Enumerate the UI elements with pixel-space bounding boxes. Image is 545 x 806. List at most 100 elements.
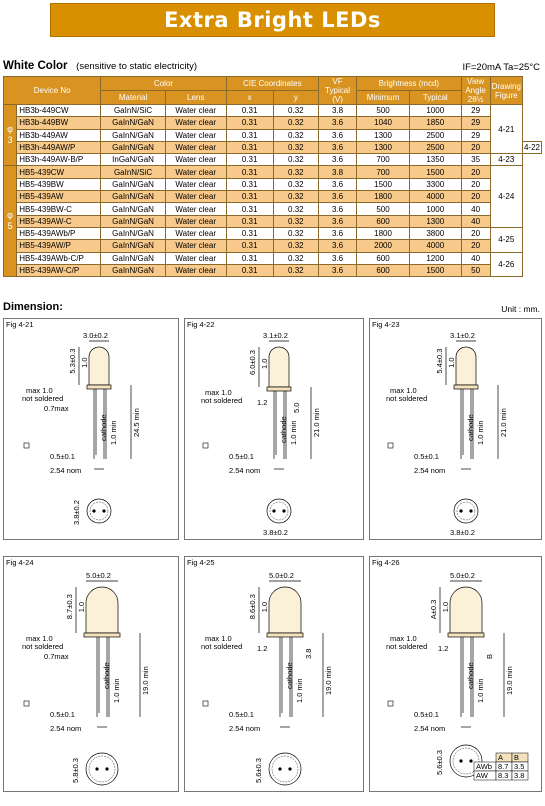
cell-y: 0.32 <box>272 239 319 253</box>
cell-material: GaInN/GaN <box>100 190 166 204</box>
cell-y: 0.32 <box>272 103 319 118</box>
cell-min: 1500 <box>356 177 410 192</box>
header-lens: Lens <box>164 90 227 105</box>
cell-x: 0.31 <box>225 116 274 130</box>
cell-y: 0.32 <box>272 190 319 204</box>
square-lead-icon <box>202 700 209 707</box>
header-view-angle: View Angle 2θ½ <box>460 76 491 105</box>
cell-y: 0.32 <box>272 140 319 155</box>
cell-typ: 2500 <box>408 140 462 155</box>
cell-material: GaInN/GaN <box>100 226 166 241</box>
cell-angle: 20 <box>460 165 491 179</box>
cell-angle: 40 <box>460 202 491 216</box>
lead-min-dim: 1.0 min <box>476 420 485 445</box>
diameter-dim: 3.0±0.2 <box>83 331 108 340</box>
cell-vf: 3.6 <box>317 214 358 228</box>
max-label: max 1.0 <box>26 634 53 643</box>
cell-x: 0.31 <box>225 239 274 253</box>
cell-x: 0.31 <box>225 214 274 228</box>
cell-material: GaInN/GaN <box>100 251 166 265</box>
cell-vf: 3.6 <box>317 128 358 142</box>
pitch-dim: 2.54 nom <box>229 466 260 475</box>
lead-min-dim: 1.0 min <box>289 420 298 445</box>
section-subtitle: (sensitive to static electricity) <box>76 61 198 72</box>
cell-lens: Water clear <box>164 177 227 192</box>
cell-typ: 1300 <box>408 214 462 228</box>
cell-angle: 29 <box>460 103 491 118</box>
base-view-circle <box>453 498 479 524</box>
cell-material: GaInN/GaN <box>100 263 166 278</box>
base-diameter-dim: 3.8±0.2 <box>450 528 475 537</box>
cell-device: HB5-439AW-C <box>16 214 102 228</box>
led-flange <box>447 632 485 638</box>
flange-dim: 1.0 <box>447 357 456 367</box>
page-title: Extra Bright LEDs <box>164 8 381 32</box>
height-dim: 5.3±0.3 <box>68 349 77 374</box>
ab-cell: 3.5 <box>514 762 524 771</box>
size-group-label: φ 5 <box>2 165 18 278</box>
cell-vf: 3.6 <box>317 177 358 192</box>
cell-device: HB5-439BW-C <box>16 202 102 216</box>
max-label: max 1.0 <box>390 386 417 395</box>
not-soldered-label: not soldered <box>201 396 242 405</box>
cell-material: GaInN/GaN <box>100 128 166 142</box>
lead-section-dim: 0.5±0.1 <box>229 710 254 719</box>
cell-material: GaInN/GaN <box>100 214 166 228</box>
ab-cell: AWb <box>476 762 492 771</box>
height-dim: 8.6±0.3 <box>248 594 257 619</box>
base-view-circle <box>85 752 119 786</box>
cell-typ: 1000 <box>408 103 462 118</box>
cell-y: 0.32 <box>272 263 319 278</box>
header-brightness: Brightness (mcd) <box>356 76 462 91</box>
table-row: φ 5 HB5-439CW GaInN/SiC Water clear 0.31 0.32… <box>2 165 542 278</box>
cell-y: 0.32 <box>272 165 319 179</box>
not-soldered-label: not soldered <box>22 394 63 403</box>
cell-typ: 4000 <box>408 239 462 253</box>
cell-vf: 3.6 <box>317 263 358 278</box>
base-view-circle <box>268 752 302 786</box>
cell-angle: 20 <box>460 239 491 253</box>
height-dim: 6.0±0.3 <box>248 350 257 375</box>
ab-cell: 8.7 <box>498 762 508 771</box>
figure-label: Fig 4-24 <box>6 558 34 567</box>
cathode-label: cathode <box>466 662 475 689</box>
table-row: HB5-439AWb/P GaInN/GaN Water clear 0.31 0.32… <box>4 226 542 253</box>
cell-device: HB3h-449AW/P <box>16 140 102 155</box>
cell-angle: 50 <box>460 263 491 278</box>
figure-label: Fig 4-25 <box>187 558 215 567</box>
cell-material: GaInN/SiC <box>100 165 166 179</box>
ab-cell: 3.8 <box>514 771 524 780</box>
cell-material: GaInN/GaN <box>100 239 166 253</box>
cell-x: 0.31 <box>225 128 274 142</box>
cell-x: 0.31 <box>225 140 274 155</box>
figure-4-23: 3.1±0.2 5.4±0.3 1.0 max 1.0 not soldered cath… <box>369 318 542 540</box>
table-row: HB5-439AWb-C/P GaInN/GaN Water clear 0.31 0.… <box>4 251 542 278</box>
cell-typ: 1000 <box>408 202 462 216</box>
cell-angle: 35 <box>460 153 491 167</box>
diameter-dim: 5.0±0.2 <box>86 571 111 580</box>
header-material: Material <box>100 90 166 105</box>
gap-dim: 1.2 <box>438 644 448 653</box>
pitch-dim: 2.54 nom <box>414 466 445 475</box>
cathode-label: cathode <box>99 414 108 441</box>
cell-typ: 1500 <box>408 263 462 278</box>
table-row: HB5-439AW GaInN/GaN Water clear 0.31 0.32 3.6… <box>4 190 542 204</box>
max-label: max 1.0 <box>205 634 232 643</box>
dimension-title: Dimension: <box>3 301 63 313</box>
flange-dim: 1.0 <box>260 602 269 612</box>
figure-label: Fig 4-23 <box>372 320 400 329</box>
cell-lens: Water clear <box>164 263 227 278</box>
header-minimum: Minimum <box>356 90 410 105</box>
unit-label: Unit : mm. <box>501 304 540 314</box>
cell-drawing-figure: 4-26 <box>489 251 523 278</box>
cell-typ: 1850 <box>408 116 462 130</box>
led-body <box>455 346 477 386</box>
cell-vf: 3.6 <box>317 140 358 155</box>
cell-drawing-figure: 4-21 <box>489 103 523 155</box>
cell-device: HB3b-449CW <box>16 103 102 118</box>
header-vf: VF Typical (V) <box>317 76 358 105</box>
led-body <box>85 586 119 634</box>
cell-lens: Water clear <box>164 165 227 179</box>
